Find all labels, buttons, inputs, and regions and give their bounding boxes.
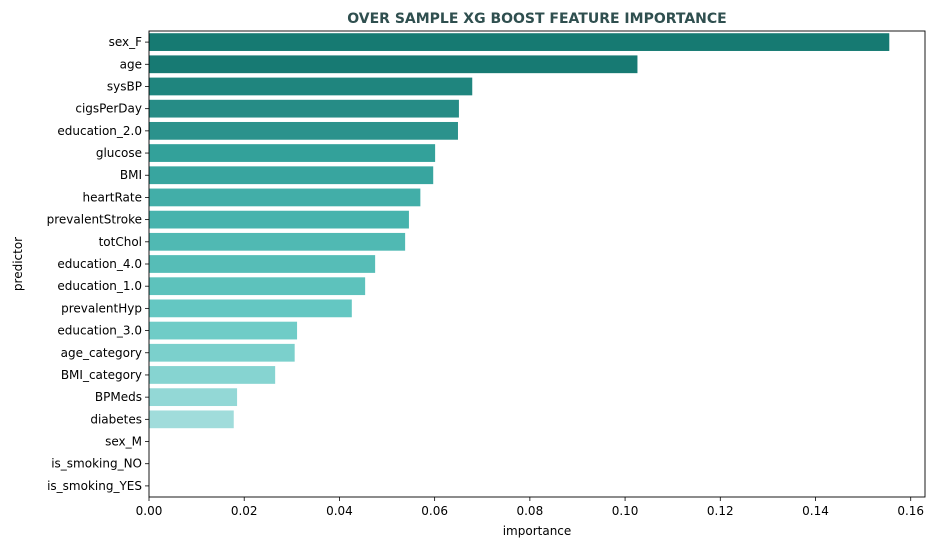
chart-title: OVER SAMPLE XG BOOST FEATURE IMPORTANCE: [347, 11, 727, 27]
y-tick-label: age_category: [61, 346, 142, 360]
y-tick-label: is_smoking_NO: [51, 457, 142, 471]
bar-sex_F: [149, 33, 890, 51]
x-tick-label: 0.04: [326, 504, 353, 518]
y-tick-label: BPMeds: [95, 390, 142, 404]
x-tick-labels: 0.00 0.02 0.04 0.06 0.08 0.10 0.12 0.14 0.16: [136, 497, 924, 518]
y-tick-label: education_4.0: [57, 257, 142, 271]
bar-diabetes: [149, 410, 234, 429]
bars-group: [149, 33, 890, 429]
x-tick-label: 0.06: [421, 504, 448, 518]
y-tick-label: age: [120, 57, 142, 71]
y-tick-label: education_1.0: [57, 279, 142, 293]
y-tick-label: sex_M: [105, 435, 142, 449]
x-tick-label: 0.02: [231, 504, 258, 518]
bar-glucose: [149, 144, 436, 162]
y-tick-label: glucose: [96, 146, 142, 160]
y-axis-label: predictor: [11, 237, 25, 291]
y-tick-label: sysBP: [107, 79, 142, 93]
y-tick-label: heartRate: [83, 190, 143, 204]
x-tick-label: 0.08: [516, 504, 543, 518]
bar-age_category: [149, 343, 295, 362]
y-tick-label: diabetes: [90, 412, 142, 426]
x-tick-label: 0.14: [802, 504, 829, 518]
bar-cigsPerDay: [149, 99, 459, 118]
y-tick-label: education_3.0: [57, 324, 142, 338]
y-tick-label: prevalentStroke: [47, 213, 142, 227]
bar-education_2.0: [149, 121, 458, 140]
y-tick-label: is_smoking_YES: [47, 479, 142, 493]
bar-education_4.0: [149, 255, 376, 273]
bar-totChol: [149, 232, 406, 251]
y-tick-label: cigsPerDay: [75, 102, 142, 116]
bar-prevalentStroke: [149, 210, 409, 229]
y-tick-label: education_2.0: [57, 124, 142, 138]
bar-BMI: [149, 166, 434, 185]
x-tick-label: 0.12: [707, 504, 734, 518]
x-tick-label: 0.16: [897, 504, 924, 518]
y-tick-label: BMI_category: [61, 368, 142, 382]
x-tick-label: 0.00: [136, 504, 163, 518]
bar-heartRate: [149, 188, 421, 207]
x-axis-label: importance: [503, 524, 572, 538]
bar-age: [149, 55, 638, 74]
bar-sysBP: [149, 77, 473, 96]
bar-education_1.0: [149, 277, 366, 296]
bar-education_3.0: [149, 321, 298, 340]
x-tick-label: 0.10: [612, 504, 639, 518]
y-tick-label: sex_F: [109, 35, 143, 49]
y-tick-label: totChol: [99, 235, 142, 249]
y-tick-label: prevalentHyp: [61, 301, 142, 315]
bar-BMI_category: [149, 366, 276, 384]
bar-prevalentHyp: [149, 299, 352, 318]
bar-BPMeds: [149, 388, 238, 407]
y-tick-label: BMI: [120, 168, 142, 182]
